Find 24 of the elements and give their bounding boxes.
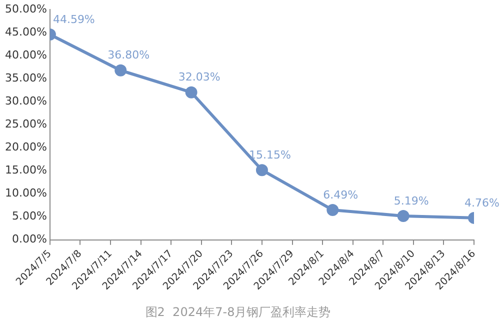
data-label: 6.49%	[323, 188, 358, 202]
point	[256, 164, 268, 176]
y-tick-label: 45.00%	[4, 25, 47, 38]
y-tick-label: 35.00%	[4, 72, 47, 85]
y-tick-label: 30.00%	[4, 94, 47, 108]
point	[185, 86, 198, 98]
point	[114, 64, 127, 76]
y-tick-label: 5.00%	[12, 210, 47, 223]
text: 图2 2024年7-8月钢厂盈利率走势	[145, 304, 331, 319]
y-tick-label: 50.00%	[4, 2, 47, 16]
y-tick-label: 10.00%	[4, 186, 47, 200]
data-label: 44.59%	[52, 12, 95, 26]
data-label: 5.19%	[394, 194, 429, 208]
point	[397, 210, 410, 222]
y-tick-label: 15.00%	[4, 164, 47, 177]
y-tick-label: 20.00%	[4, 140, 47, 154]
data-label: 36.80%	[108, 48, 150, 62]
y-tick-label: 40.00%	[4, 48, 47, 62]
y-tick-label: 0.00%	[12, 232, 47, 246]
data-label: 32.03%	[178, 70, 220, 84]
data-label: 15.15%	[248, 148, 291, 162]
y-tick-label: 25.00%	[4, 118, 47, 131]
data-label: 4.76%	[464, 196, 500, 210]
point	[326, 204, 339, 216]
